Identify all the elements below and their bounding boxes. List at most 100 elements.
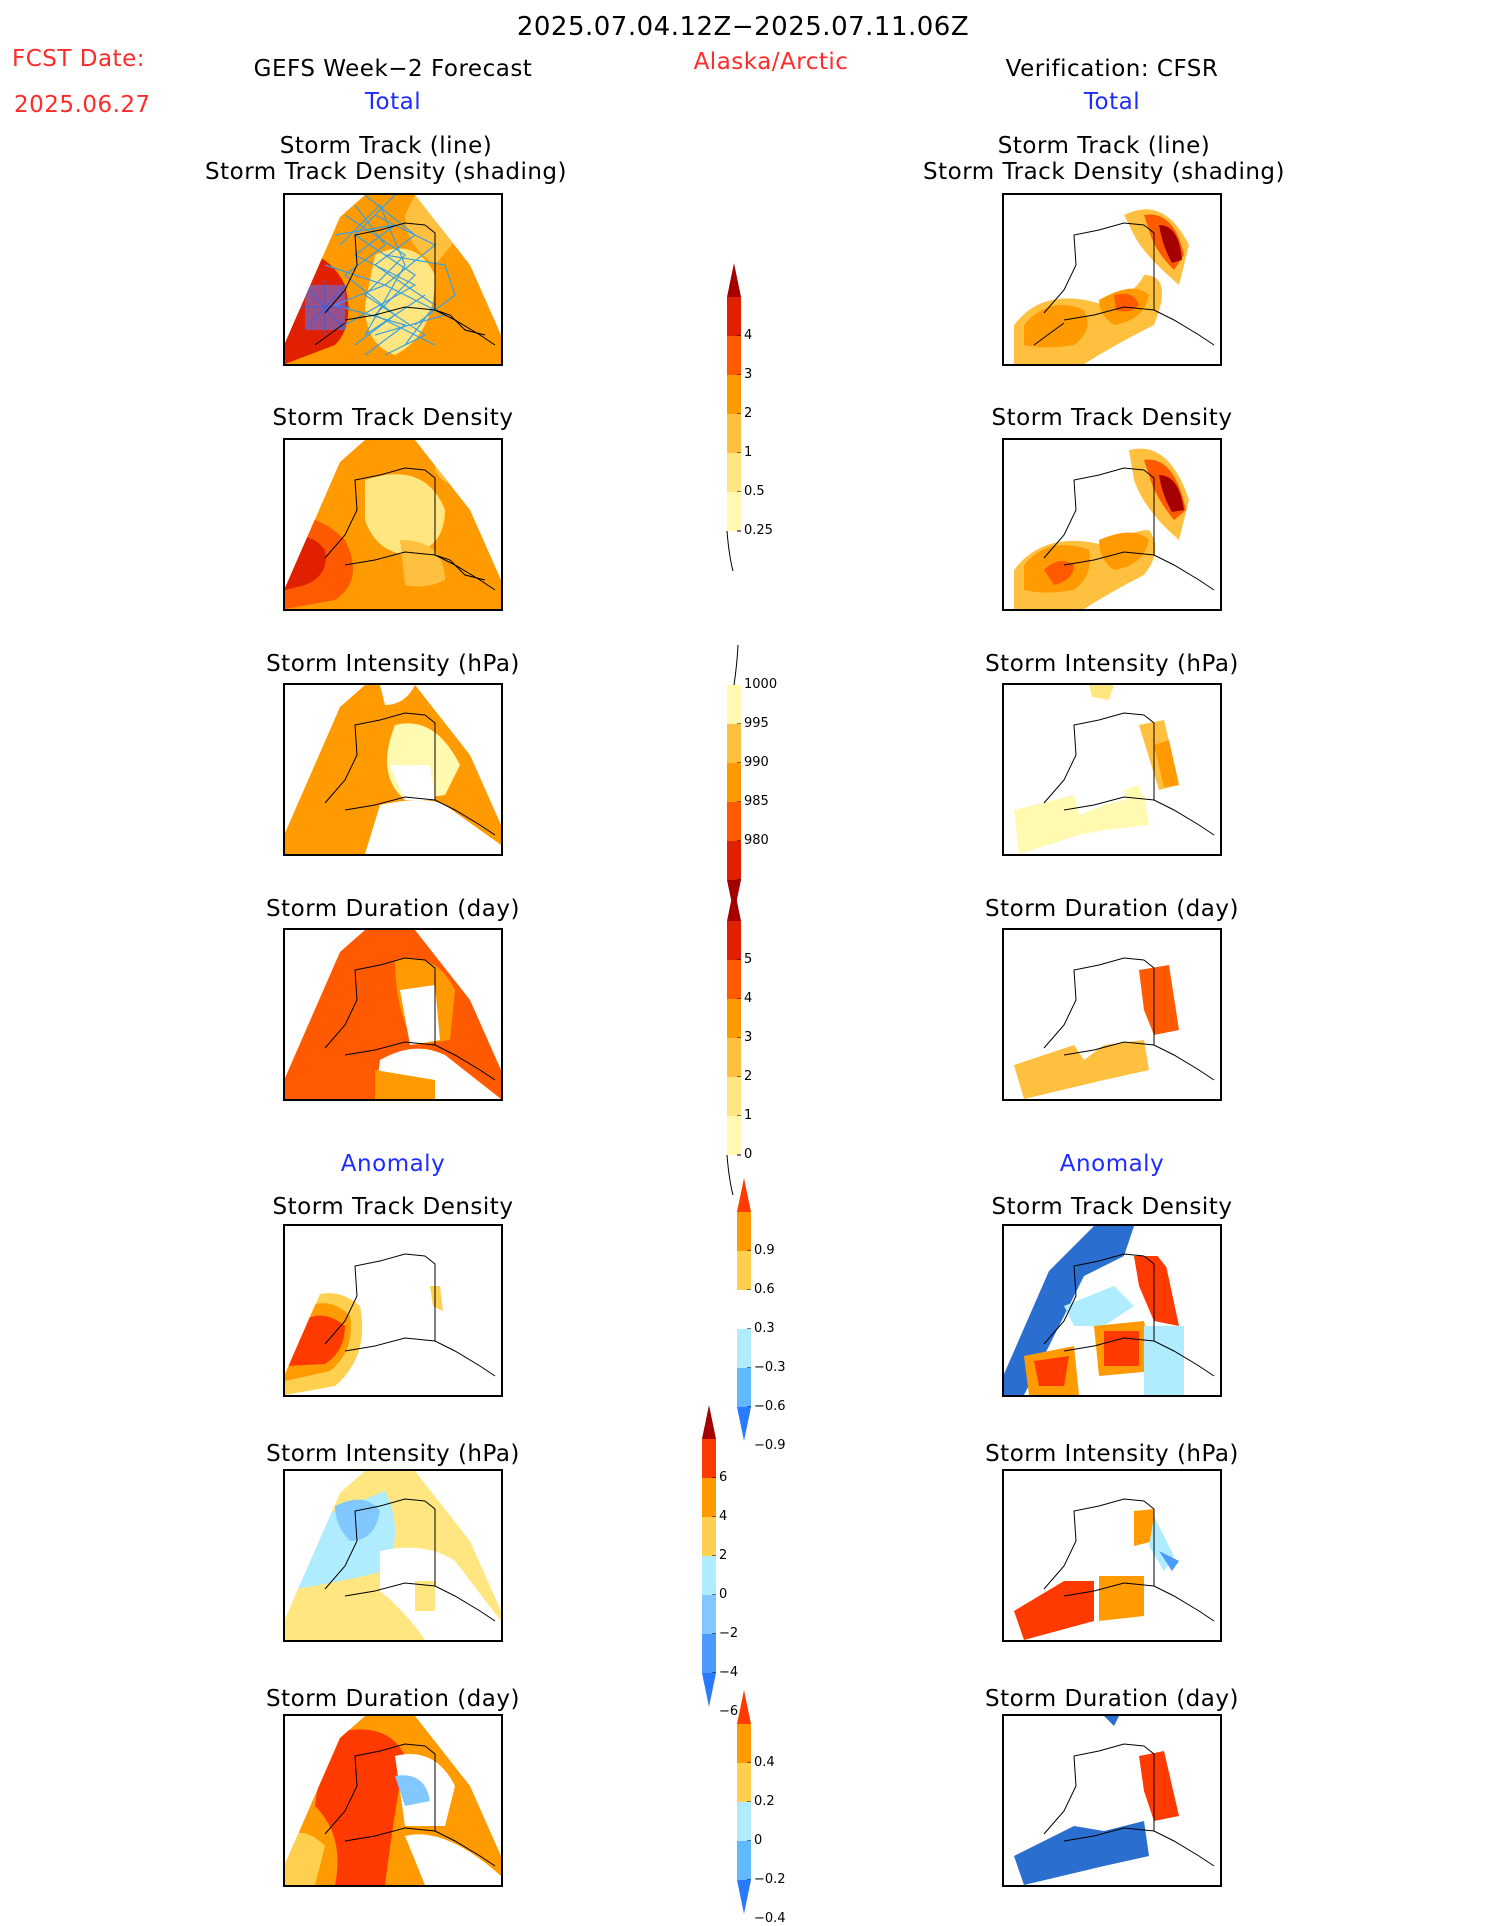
duration-label: 1 xyxy=(744,1108,753,1123)
anom_density-swatch xyxy=(737,1212,751,1251)
duration-label: 4 xyxy=(744,991,753,1006)
anom_duration-swatch xyxy=(737,1763,751,1802)
density-colorbar-graphic xyxy=(726,263,741,571)
anom_duration-swatch xyxy=(737,1841,751,1880)
right-anom-duration-title: Storm Duration (day) xyxy=(985,1686,1239,1712)
intensity-swatch xyxy=(727,841,741,880)
anom_intensity-label: 0 xyxy=(719,1587,728,1602)
map-verif-anom-duration xyxy=(1002,1714,1222,1887)
left-anom-intensity-title: Storm Intensity (hPa) xyxy=(266,1441,520,1467)
period-title: 2025.07.04.12Z−2025.07.11.06Z xyxy=(516,12,970,42)
left-density-title: Storm Track Density xyxy=(272,405,514,431)
left-model-label: GEFS Week−2 Forecast xyxy=(253,56,533,82)
map-forecast-density xyxy=(283,438,503,611)
left-anom-duration-title: Storm Duration (day) xyxy=(266,1686,520,1712)
duration-swatch xyxy=(727,1116,741,1155)
right-track-line-title: Storm Track (line) xyxy=(997,133,1211,159)
anom_density-label: 0.3 xyxy=(754,1321,775,1336)
region-label: Alaska/Arctic xyxy=(693,49,849,75)
anom_intensity-swatch xyxy=(702,1478,716,1517)
duration-arrow-top xyxy=(727,887,741,921)
duration-label: 2 xyxy=(744,1069,753,1084)
density-label: 2 xyxy=(744,406,753,421)
anom_intensity-swatch xyxy=(702,1556,716,1595)
map-verif-density xyxy=(1002,438,1222,611)
anom_duration-label: 0.2 xyxy=(754,1794,775,1809)
fcst-date-value: 2025.06.27 xyxy=(14,92,151,118)
map-forecast-duration xyxy=(283,928,503,1101)
anom_duration-swatch xyxy=(737,1724,751,1763)
density-swatch xyxy=(727,453,741,492)
anom_density-swatch xyxy=(737,1329,751,1368)
anom_duration-label: 0.4 xyxy=(754,1755,775,1770)
map-forecast-anom-duration xyxy=(283,1714,503,1887)
map-forecast-track xyxy=(283,193,503,366)
colorbar-intensity: 1000 995 990 985 980 xyxy=(725,645,795,914)
right-intensity-title: Storm Intensity (hPa) xyxy=(985,651,1239,677)
intensity-label: 1000 xyxy=(744,677,778,692)
anom_intensity-label: 2 xyxy=(719,1548,728,1563)
density-label: 0.5 xyxy=(744,484,765,499)
anom_density-swatch xyxy=(737,1251,751,1290)
anom_density-colorbar-graphic xyxy=(737,1178,751,1441)
colorbar-anom-intensity: 6 4 2 0 −2 −4 −6 xyxy=(700,1405,770,1719)
left-anom-density-title: Storm Track Density xyxy=(272,1194,514,1220)
intensity-label: 980 xyxy=(744,833,769,848)
colorbar-density: 4 3 2 1 0.5 0.25 xyxy=(725,263,795,571)
duration-swatch xyxy=(727,1077,741,1116)
colorbar-duration: 5 4 3 2 1 0 xyxy=(725,887,795,1195)
anom_intensity-label: −6 xyxy=(719,1704,739,1719)
map-forecast-intensity xyxy=(283,683,503,856)
anom_intensity-swatch xyxy=(702,1634,716,1673)
duration-label: 5 xyxy=(744,952,753,967)
intensity-swatch xyxy=(727,724,741,763)
density-label: 0.25 xyxy=(744,523,773,538)
anom_density-arrow-bottom xyxy=(737,1407,751,1441)
left-intensity-title: Storm Intensity (hPa) xyxy=(266,651,520,677)
map-verif-anom-intensity xyxy=(1002,1469,1222,1642)
duration-swatch xyxy=(727,999,741,1038)
intensity-label: 995 xyxy=(744,716,769,731)
duration-colorbar-graphic xyxy=(726,887,741,1195)
anom_intensity-label: −2 xyxy=(719,1626,739,1641)
total-label-left: Total xyxy=(364,89,422,115)
anom_intensity-arrow-bottom xyxy=(702,1673,716,1707)
duration-swatch xyxy=(727,1038,741,1077)
intensity-swatch xyxy=(727,802,741,841)
map-forecast-anom-intensity xyxy=(283,1469,503,1642)
left-track-line-title: Storm Track (line) xyxy=(279,133,493,159)
anom_intensity-label: 6 xyxy=(719,1470,728,1485)
map-verif-track xyxy=(1002,193,1222,366)
right-anom-density-title: Storm Track Density xyxy=(991,1194,1233,1220)
density-swatch xyxy=(727,492,741,531)
anom_density-arrow-top xyxy=(737,1178,751,1212)
duration-swatch xyxy=(727,921,741,960)
anom_density-label: −0.3 xyxy=(754,1360,786,1375)
intensity-label: 990 xyxy=(744,755,769,770)
density-swatch xyxy=(727,375,741,414)
duration-swatch xyxy=(727,960,741,999)
anom_duration-label: −0.4 xyxy=(754,1911,786,1926)
anom_duration-colorbar-graphic xyxy=(737,1690,751,1914)
total-label-right: Total xyxy=(1083,89,1141,115)
anom_density-label: 0.6 xyxy=(754,1282,775,1297)
density-arrow-top xyxy=(727,263,741,297)
duration-label: 0 xyxy=(744,1147,753,1162)
anomaly-label-left: Anomaly xyxy=(340,1151,446,1177)
anom_density-swatch xyxy=(737,1290,751,1329)
anom_intensity-label: 4 xyxy=(719,1509,728,1524)
anom_intensity-swatch xyxy=(702,1439,716,1478)
anom_intensity-swatch xyxy=(702,1517,716,1556)
anom_intensity-colorbar-graphic xyxy=(702,1405,716,1707)
map-verif-anom-density xyxy=(1002,1224,1222,1397)
left-track-shading-title: Storm Track Density (shading) xyxy=(205,159,567,185)
intensity-label: 985 xyxy=(744,794,769,809)
anom_density-swatch xyxy=(737,1368,751,1407)
density-label: 3 xyxy=(744,367,753,382)
right-anom-intensity-title: Storm Intensity (hPa) xyxy=(985,1441,1239,1467)
duration-label: 3 xyxy=(744,1030,753,1045)
right-duration-title: Storm Duration (day) xyxy=(985,896,1239,922)
density-swatch xyxy=(727,297,741,336)
density-label: 1 xyxy=(744,445,753,460)
map-verif-intensity xyxy=(1002,683,1222,856)
